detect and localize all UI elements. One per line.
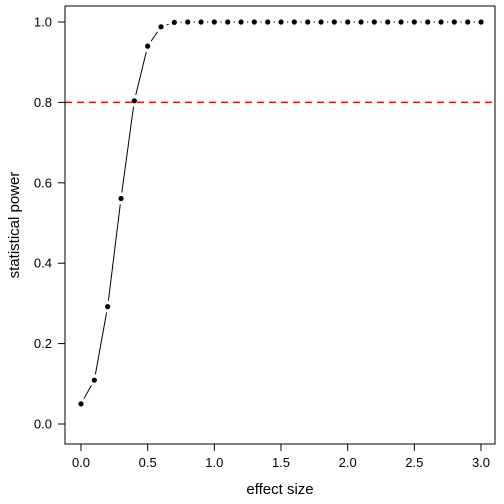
plot-box xyxy=(64,5,496,445)
data-point xyxy=(145,43,151,49)
data-point xyxy=(225,19,231,25)
data-point xyxy=(385,19,391,25)
series-segment xyxy=(135,51,147,96)
data-point xyxy=(171,19,177,26)
y-tick-label: 0.6 xyxy=(34,175,52,190)
y-tick-label: 0.8 xyxy=(34,95,52,110)
series-segment xyxy=(94,312,108,375)
data-point xyxy=(265,19,271,25)
data-point xyxy=(131,98,137,104)
data-point xyxy=(465,19,471,25)
x-tick-label: 2.0 xyxy=(339,455,357,470)
data-point xyxy=(305,19,311,25)
y-axis: 0.0 0.2 0.4 0.6 0.8 1.0 xyxy=(34,15,66,432)
series-segment xyxy=(166,23,169,26)
data-point xyxy=(438,19,444,25)
y-axis-title: statistical power xyxy=(6,172,23,279)
data-point xyxy=(198,19,204,25)
series-points-layer xyxy=(78,19,484,407)
y-tick-label: 0.2 xyxy=(34,336,52,351)
x-axis: 0.0 0.5 1.0 1.5 2.0 2.5 3.0 xyxy=(72,443,490,470)
data-point xyxy=(118,195,124,202)
data-point xyxy=(411,19,417,25)
series-segment xyxy=(150,31,159,42)
data-point xyxy=(425,19,431,25)
data-point xyxy=(78,401,84,407)
data-point xyxy=(331,19,337,25)
x-tick-label: 2.5 xyxy=(405,455,423,470)
x-tick-label: 1.0 xyxy=(205,455,223,470)
x-tick-label: 3.0 xyxy=(472,455,490,470)
series-line-layer xyxy=(83,21,475,399)
y-tick-label: 0.4 xyxy=(34,256,52,271)
data-point xyxy=(91,377,97,383)
data-point xyxy=(238,19,244,25)
data-point xyxy=(371,19,377,25)
data-point xyxy=(278,19,284,25)
data-point xyxy=(105,304,111,310)
y-tick-label: 0.0 xyxy=(34,417,52,432)
series-segment xyxy=(107,204,121,301)
data-point xyxy=(318,19,324,25)
x-tick-label: 1.5 xyxy=(272,455,290,470)
x-tick-label: 0.5 xyxy=(139,455,157,470)
data-point xyxy=(291,19,297,25)
data-point xyxy=(451,19,457,25)
series-segment xyxy=(121,106,135,193)
data-point xyxy=(345,19,351,25)
series-segment xyxy=(83,385,92,399)
data-point xyxy=(478,19,484,25)
data-point xyxy=(158,24,164,30)
x-axis-title: effect size xyxy=(246,481,313,498)
y-tick-label: 1.0 xyxy=(34,15,52,30)
data-point xyxy=(398,19,404,25)
data-point xyxy=(185,19,191,25)
data-point xyxy=(251,19,257,25)
data-point xyxy=(358,19,364,25)
data-point xyxy=(211,19,217,25)
x-tick-label: 0.0 xyxy=(72,455,90,470)
